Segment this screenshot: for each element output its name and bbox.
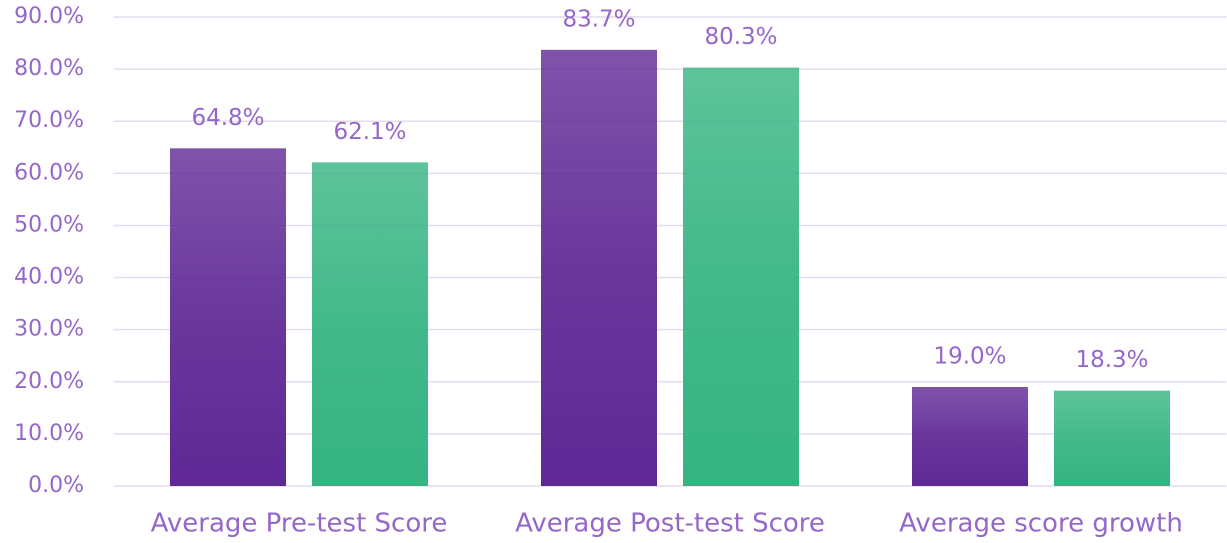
y-tick-label: 0.0% [28,473,84,498]
value-label: 19.0% [933,343,1006,369]
bar [912,386,1028,486]
value-label: 18.3% [1075,347,1148,373]
value-label: 83.7% [562,6,635,32]
value-label: 80.3% [704,24,777,50]
x-tick-label: Average Post-test Score [515,509,825,539]
bar [312,162,428,486]
x-tick-label: Average score growth [899,509,1183,539]
y-tick-label: 70.0% [14,108,84,133]
bar [683,67,799,486]
y-tick-label: 40.0% [14,265,84,290]
bar [541,49,657,487]
y-tick-label: 30.0% [14,317,84,342]
y-tick-label: 90.0% [14,4,84,29]
y-tick-label: 60.0% [14,160,84,185]
value-label: 62.1% [333,119,406,145]
y-tick-label: 80.0% [14,56,84,81]
bar [170,148,286,486]
x-tick-label: Average Pre-test Score [151,509,448,539]
bar [1054,390,1170,486]
y-tick-label: 50.0% [14,212,84,237]
y-tick-label: 20.0% [14,369,84,394]
y-tick-label: 10.0% [14,421,84,446]
value-label: 64.8% [191,105,264,131]
